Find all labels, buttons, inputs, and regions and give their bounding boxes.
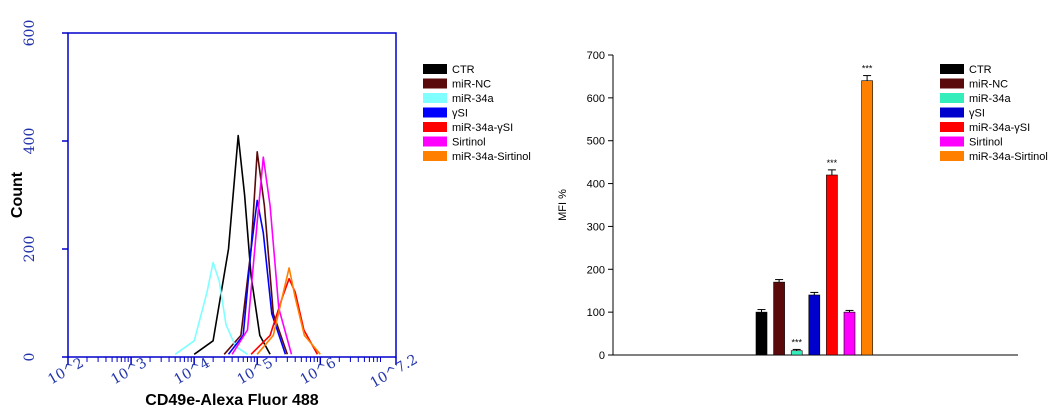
legend-swatch-6 — [940, 151, 964, 161]
legend-swatch-4 — [940, 122, 964, 132]
legend-swatch-4 — [423, 122, 447, 132]
legend-swatch-0 — [940, 64, 964, 74]
x-tick-label: 10^2 — [45, 355, 86, 388]
bar-2 — [790, 350, 803, 356]
legend-label-6: miR-34a-Sirtinol — [969, 151, 1048, 163]
significance-2: *** — [791, 337, 802, 347]
legend-label-4: miR-34a-γSI — [452, 122, 513, 134]
legend-label-4: miR-34a-γSI — [969, 122, 1030, 134]
y-tick-label: 600 — [22, 20, 38, 47]
y-tick-label: 0 — [599, 350, 605, 362]
legend-label-1: miR-NC — [969, 79, 1008, 91]
bar-4 — [826, 174, 838, 356]
histogram-curve-2 — [174, 261, 248, 355]
histogram-curve-6 — [256, 267, 321, 355]
legend-label-2: miR-34a — [969, 93, 1011, 105]
x-tick-label: 10^3 — [108, 355, 149, 388]
significance-6: *** — [862, 64, 873, 74]
legend-label-2: miR-34a — [452, 93, 494, 105]
y-tick-label: 600 — [587, 93, 605, 105]
y-axis-title: MFI % — [557, 189, 569, 221]
legend-label-5: Sirtinol — [969, 137, 1003, 149]
y-tick-label: 200 — [587, 264, 605, 276]
bar-3 — [808, 294, 821, 356]
legend-swatch-1 — [940, 78, 964, 89]
y-tick-label: 300 — [587, 221, 605, 233]
histogram-curve-0 — [193, 134, 271, 355]
legend-label-1: miR-NC — [452, 79, 491, 91]
bar-5 — [843, 311, 856, 356]
y-axis-title: Count — [9, 171, 26, 218]
y-tick-label: 400 — [587, 179, 605, 191]
legend-label-3: γSI — [969, 108, 985, 120]
legend-label-3: γSI — [452, 108, 468, 120]
legend-swatch-3 — [940, 107, 964, 118]
legend-label-6: miR-34a-Sirtinol — [452, 151, 531, 163]
significance-4: *** — [827, 158, 838, 168]
plot-frame — [67, 32, 397, 358]
x-tick-label: 10^4 — [172, 355, 213, 388]
histogram-curve-1 — [223, 151, 289, 355]
y-tick-label: 100 — [587, 307, 605, 319]
y-tick-label: 0 — [22, 353, 38, 362]
y-tick-label: 400 — [22, 128, 38, 155]
legend-swatch-0 — [423, 64, 447, 74]
legend-swatch-2 — [423, 93, 447, 103]
bar-chart: 0 100 200 300 400 500 600 700 MFI % *** *** *** CTR m… — [557, 50, 1048, 362]
legend-swatch-5 — [423, 136, 447, 147]
x-tick-label: 10^6 — [298, 355, 339, 388]
y-tick-label: 200 — [22, 236, 38, 263]
legend-swatch-6 — [423, 151, 447, 161]
x-axis-title: CD49e-Alexa Fluor 488 — [145, 392, 319, 409]
legend-swatch-3 — [423, 107, 447, 118]
legend-swatch-1 — [423, 78, 447, 89]
legend-swatch-2 — [940, 93, 964, 103]
y-tick-label: 500 — [587, 136, 605, 148]
bar-6 — [861, 80, 873, 356]
legend-label-5: Sirtinol — [452, 137, 486, 149]
x-tick-label: 10^5 — [235, 355, 276, 388]
legend-label-0: CTR — [452, 64, 475, 76]
bar-0 — [755, 311, 768, 356]
bar-1 — [773, 281, 785, 356]
y-tick-label: 700 — [587, 50, 605, 62]
legend-swatch-5 — [940, 136, 964, 147]
legend-label-0: CTR — [969, 64, 992, 76]
